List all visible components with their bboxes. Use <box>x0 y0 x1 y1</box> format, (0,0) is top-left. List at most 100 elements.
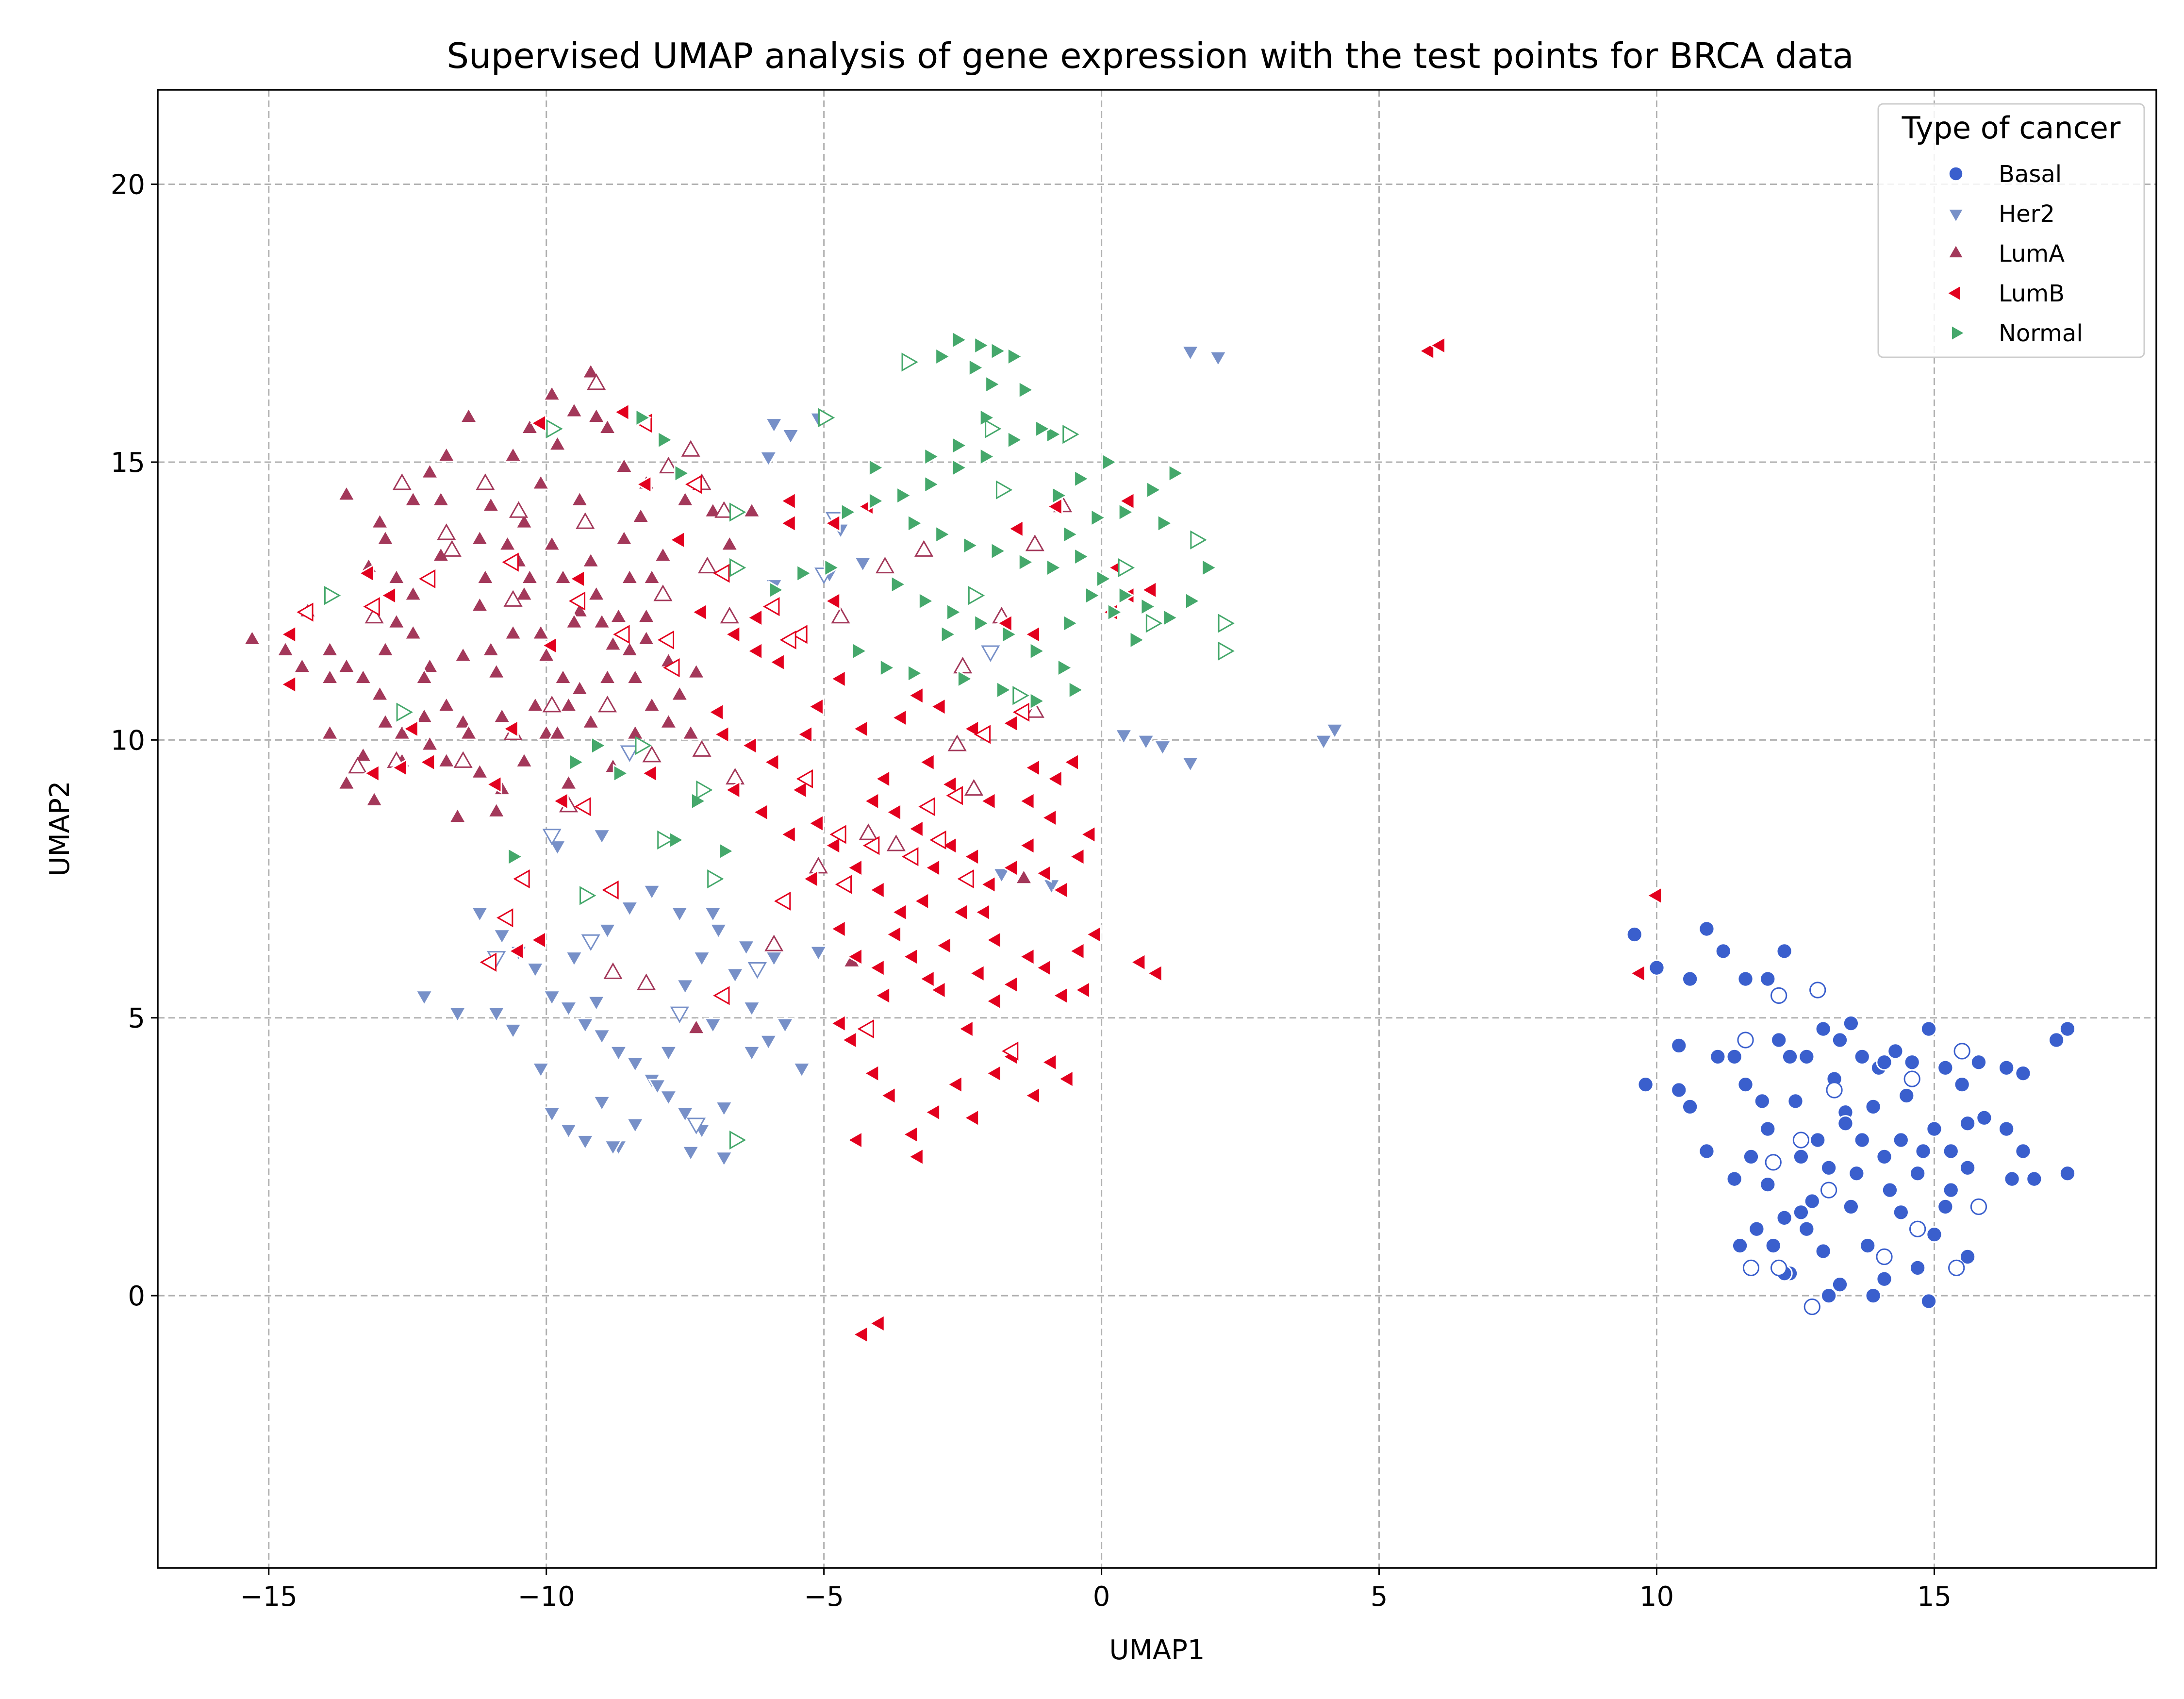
basal-train-point <box>1865 1287 1882 1304</box>
lumb-train-point <box>391 758 408 778</box>
basal-train-point <box>1953 1076 1970 1093</box>
lumb-train-point <box>1046 769 1063 789</box>
luma-train-point <box>403 623 423 640</box>
basal-train-point <box>1765 1237 1782 1254</box>
luma-train-point <box>553 667 573 685</box>
normal-train-point <box>918 591 935 611</box>
normal-test-point <box>1145 614 1163 633</box>
normal-train-point <box>612 764 630 783</box>
basal-train-point <box>1937 1059 1954 1076</box>
her2-train-point <box>792 1062 811 1079</box>
lumb-train-point <box>829 919 846 939</box>
her2-train-point <box>1153 740 1173 757</box>
her2-train-point <box>542 990 562 1007</box>
basal-train-point <box>1759 1176 1776 1193</box>
lumb-train-point <box>713 725 730 744</box>
luma-train-point <box>686 1018 706 1035</box>
lumb-train-point <box>1002 975 1019 994</box>
normal-test-point <box>1190 530 1207 550</box>
luma-train-point <box>686 662 706 679</box>
luma-train-point <box>603 634 623 651</box>
basal-train-point <box>1903 1054 1920 1071</box>
luma-test-point <box>437 523 456 540</box>
basal-train-point <box>1820 1159 1837 1176</box>
lumb-train-point <box>502 719 519 739</box>
basal-test-point <box>1803 1298 1820 1316</box>
plot-area-frame <box>157 89 2157 1569</box>
her2-test-point <box>542 829 562 846</box>
luma-test-point <box>692 740 711 757</box>
luma-train-point <box>481 640 500 657</box>
luma-train-point <box>514 584 534 601</box>
lumb-train-point <box>912 891 930 911</box>
x-tick-label: −15 <box>240 1581 298 1613</box>
luma-train-point <box>487 801 506 818</box>
lumb-train-point <box>907 686 924 705</box>
her2-train-point <box>531 1062 550 1079</box>
normal-test-point <box>1062 425 1079 444</box>
normal-test-point <box>1118 558 1135 578</box>
lumb-train-point <box>962 719 980 739</box>
basal-test-point <box>1792 1132 1810 1149</box>
lumb-train-point <box>1024 758 1041 778</box>
lumb-train-point <box>924 1102 941 1122</box>
luma-test-point <box>587 373 606 390</box>
normal-train-point <box>507 847 524 866</box>
luma-test-point <box>831 606 850 624</box>
normal-test-point <box>546 419 563 438</box>
lumb-train-point <box>1085 925 1102 944</box>
her2-train-point <box>559 1123 579 1140</box>
luma-train-point <box>459 723 479 740</box>
luma-train-point <box>626 667 645 685</box>
her2-train-point <box>542 1106 562 1123</box>
luma-train-point <box>537 646 556 663</box>
her2-train-point <box>647 1079 667 1096</box>
normal-test-point <box>696 780 713 800</box>
luma-train-point <box>637 606 656 624</box>
normal-test-point <box>818 408 835 427</box>
basal-train-point <box>1892 1204 1909 1221</box>
lumb-test-point <box>829 825 846 844</box>
normal-train-point <box>879 658 896 678</box>
y-tick-label: 5 <box>128 1003 145 1034</box>
lumb-train-point <box>1068 941 1085 961</box>
normal-train-point <box>1007 347 1024 366</box>
luma-train-point <box>637 629 656 646</box>
her2-train-point <box>592 829 612 846</box>
her2-train-point <box>726 967 745 984</box>
normal-train-point <box>990 541 1007 561</box>
her2-train-point <box>676 979 695 996</box>
normal-train-point <box>768 580 785 600</box>
basal-test-point <box>1948 1259 1965 1276</box>
normal-train-point <box>590 736 608 755</box>
lumb-train-point <box>846 947 863 966</box>
lumb-test-point <box>791 625 808 644</box>
x-tick-label: −5 <box>804 1581 844 1613</box>
luma-train-point <box>514 512 534 529</box>
normal-train-point <box>962 536 979 555</box>
normal-train-point <box>840 502 857 522</box>
basal-test-point <box>1820 1182 1837 1199</box>
basal-train-point <box>1959 1115 1976 1132</box>
her2-test-point <box>670 1006 689 1023</box>
legend-marker-normal <box>1950 324 1967 342</box>
lumb-train-point <box>380 586 397 605</box>
her2-train-point <box>414 990 434 1007</box>
luma-train-point <box>403 584 423 601</box>
lumb-train-point <box>724 780 741 800</box>
her2-train-point <box>564 951 584 968</box>
normal-train-point <box>1090 508 1107 528</box>
lumb-train-point <box>724 625 741 644</box>
basal-train-point <box>1637 1076 1654 1093</box>
basal-train-point <box>1671 1037 1688 1054</box>
luma-train-point <box>542 534 562 551</box>
lumb-test-point <box>1002 1041 1019 1061</box>
normal-train-point <box>824 558 841 578</box>
luma-train-point <box>659 712 678 729</box>
luma-train-point <box>403 490 423 507</box>
luma-train-point <box>431 490 450 507</box>
lumb-test-point <box>602 880 619 900</box>
luma-train-point <box>503 623 523 640</box>
her2-train-point <box>597 923 617 940</box>
